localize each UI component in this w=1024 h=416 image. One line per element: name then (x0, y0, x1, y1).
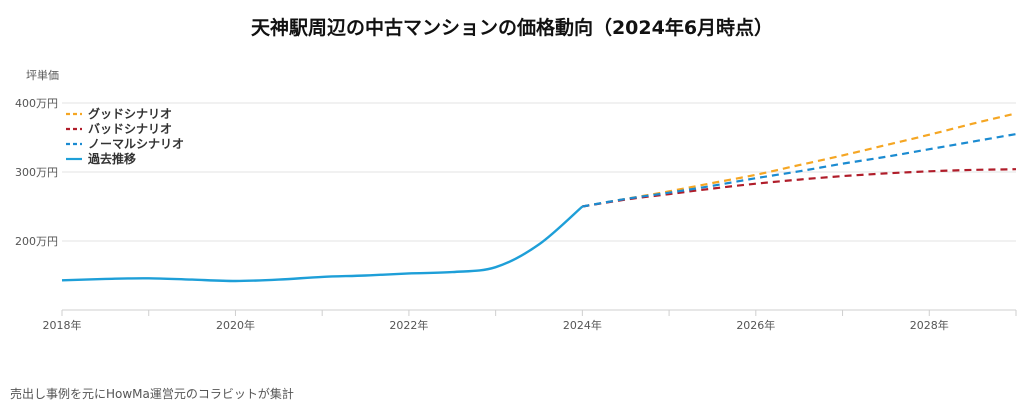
grid-layer (62, 102, 1016, 242)
y-tick-label: 300万円 (15, 166, 58, 179)
y-tick-label: 400万円 (15, 97, 58, 110)
legend-label-normal-scenario: ノーマルシナリオ (88, 137, 184, 151)
footer-note: 売出し事例を元にHowMa運営元のコラビットが集計 (10, 386, 294, 401)
chart-title: 天神駅周辺の中古マンションの価格動向（2024年6月時点） (251, 16, 773, 39)
x-tick-label: 2028年 (910, 318, 949, 332)
x-tick-label: 2018年 (43, 318, 82, 332)
legend-label-historical: 過去推移 (87, 151, 136, 166)
legend-label-good-scenario: グッドシナリオ (88, 106, 172, 121)
y-tick-label: 200万円 (15, 235, 58, 248)
x-tick-label: 2024年 (563, 318, 602, 332)
series-layer (61, 112, 1017, 283)
axis-layer: 200万円 300万円 400万円 2018年 2020年 2022年 2024年 2026年… (15, 97, 1017, 332)
y-axis-label: 坪単価 (26, 68, 59, 82)
series-line-bad-scenario (582, 168, 1017, 208)
x-tick-label: 2022年 (389, 318, 428, 332)
series-line-historical (61, 205, 584, 283)
series-line-good-scenario (582, 112, 1017, 208)
legend-label-bad-scenario: バッドシナリオ (88, 122, 172, 136)
x-tick-label: 2026年 (736, 318, 775, 332)
x-tick-label: 2020年 (216, 318, 255, 332)
series-line-normal-scenario (582, 133, 1017, 208)
